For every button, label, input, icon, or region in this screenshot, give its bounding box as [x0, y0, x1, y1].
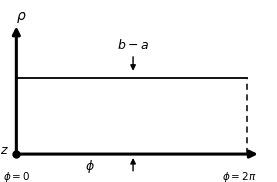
Text: $\rho$: $\rho$ [16, 9, 27, 25]
Text: $\phi = 0$: $\phi = 0$ [2, 170, 30, 182]
Text: $z$: $z$ [0, 144, 9, 157]
Text: $\phi = 2\pi$: $\phi = 2\pi$ [222, 170, 256, 182]
Text: $\phi$: $\phi$ [85, 158, 94, 175]
Text: $b - a$: $b - a$ [117, 38, 149, 52]
